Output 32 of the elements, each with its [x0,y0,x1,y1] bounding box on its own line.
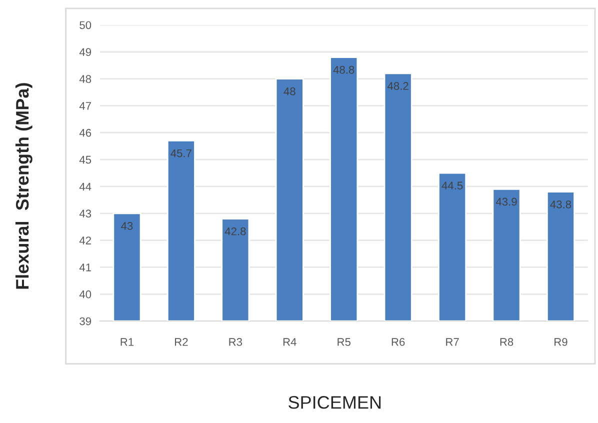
data-label: 43 [121,222,133,230]
y-tick-label: 46 [79,128,92,137]
x-tick-label: R7 [446,338,459,346]
y-tick-label: 42 [79,236,91,244]
x-tick-label: R4 [283,338,296,346]
x-tick-label: R2 [175,338,188,346]
y-tick-label: 48 [79,75,92,83]
y-tick-label: 44 [79,182,92,190]
x-tick-label: R8 [500,338,514,346]
data-label: 48 [284,87,296,96]
data-label: 42.8 [224,227,246,236]
y-tick-label: 45 [79,156,92,164]
data-label: 44.5 [442,182,463,190]
x-tick-label: R6 [392,338,405,346]
x-tick-label: R5 [338,338,350,346]
data-label: 43.9 [496,198,517,206]
y-axis-title: Flexural Strength (MPa) [15,83,32,289]
x-tick-label: R1 [120,338,134,346]
y-tick-label: 47 [79,102,91,110]
data-label: 43.8 [550,200,572,208]
data-label: 45.7 [170,149,192,158]
y-tick-label: 39 [80,317,92,326]
y-tick-label: 41 [79,264,91,272]
data-label: 48.2 [388,82,408,90]
y-tick-label: 49 [79,48,92,56]
y-tick-label: 43 [79,210,92,218]
data-label: 48.8 [333,66,354,74]
x-tick-label: R9 [554,338,568,346]
x-tick-label: R3 [229,338,242,346]
y-tick-label: 50 [80,21,92,30]
x-axis-title: SPICEMEN [288,396,381,409]
y-tick-label: 40 [79,290,92,298]
